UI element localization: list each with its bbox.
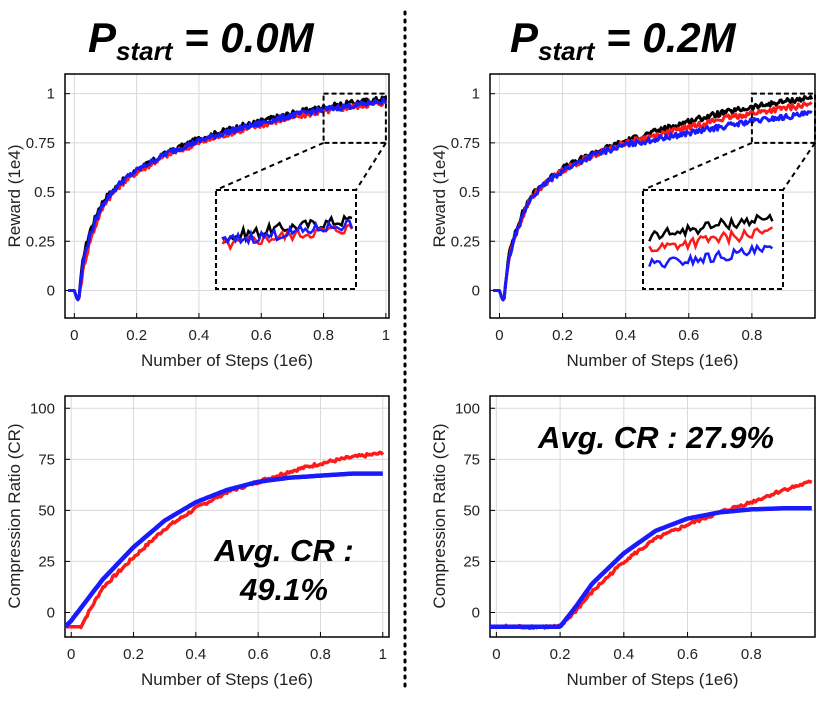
reward-chart-left: 0 0.2 0.4 0.6 0.8 1 0 0.25 0.5 0.75 1 Number of Ste… <box>5 73 390 370</box>
cr-chart-left: 0 0.2 0.4 0.6 0.8 1 0 25 50 75 100 Number of Steps … <box>5 395 390 689</box>
x-axis-label: Number of Steps (1e6) <box>141 670 313 689</box>
plot-frame <box>64 73 390 319</box>
inset-connector-right <box>782 142 816 191</box>
plot-area <box>492 94 814 302</box>
x-tick-label: 0.6 <box>251 327 272 344</box>
x-tick-label: 0.4 <box>613 646 634 663</box>
series-line-red <box>490 479 813 631</box>
x-tick-label: 0.2 <box>126 327 147 344</box>
cr-chart-right: 0 0.2 0.4 0.6 0.8 0 25 50 75 100 Number of Steps (… <box>430 395 816 689</box>
y-tick-label: 75 <box>38 451 55 468</box>
avg-cr-annotation-right: Avg. CR : 27.9% <box>537 420 774 455</box>
plot-frame <box>489 73 816 319</box>
inset-series-line-blue <box>648 243 774 269</box>
series-line-blue <box>492 110 813 302</box>
y-axis-label: Compression Ratio (CR) <box>5 423 24 608</box>
y-tick-label: 100 <box>455 400 480 417</box>
y-tick-label: 50 <box>463 502 480 519</box>
reward-chart-right: 0 0.2 0.4 0.6 0.8 0 0.25 0.5 0.75 1 Number of Step… <box>430 73 816 370</box>
y-tick-label: 25 <box>38 553 55 570</box>
inset-source-box <box>750 92 816 144</box>
y-tick-label: 0.5 <box>34 184 55 201</box>
inset-series-line-red <box>648 226 774 253</box>
x-tick-label: 0.4 <box>615 327 636 344</box>
inset-connector-left <box>215 141 324 191</box>
inset-box <box>215 189 357 290</box>
y-axis-label: Compression Ratio (CR) <box>430 423 449 608</box>
x-tick-label: 0.8 <box>741 646 762 663</box>
inset-box <box>642 189 784 290</box>
inset-series-line-black <box>648 212 774 242</box>
y-tick-label: 0 <box>472 282 480 299</box>
inset-series-line-black <box>221 213 353 244</box>
y-tick-label: 0.75 <box>451 135 480 152</box>
y-tick-label: 25 <box>463 553 480 570</box>
x-tick-label: 1 <box>379 646 387 663</box>
x-tick-label: 0.6 <box>677 646 698 663</box>
plot-frame <box>64 395 390 638</box>
panel-title-right: Pstart = 0.2M <box>510 14 737 66</box>
x-tick-label: 0 <box>495 327 503 344</box>
x-tick-label: 0.8 <box>741 327 762 344</box>
x-tick-label: 0.4 <box>189 327 210 344</box>
inset-connector-right <box>355 142 387 191</box>
plot-area <box>67 95 388 302</box>
x-tick-label: 0.4 <box>185 646 206 663</box>
x-tick-label: 0 <box>67 646 75 663</box>
y-axis-label: Reward (1e4) <box>430 145 449 248</box>
y-tick-label: 0.75 <box>26 135 55 152</box>
panel-title-left: Pstart = 0.0M <box>88 14 315 66</box>
y-tick-label: 0 <box>47 604 55 621</box>
x-axis-label: Number of Steps (1e6) <box>567 670 739 689</box>
inset-series-line-blue <box>221 218 354 246</box>
x-tick-label: 0.2 <box>552 327 573 344</box>
y-tick-label: 0 <box>472 604 480 621</box>
x-axis-label: Number of Steps (1e6) <box>567 351 739 370</box>
x-tick-label: 0.6 <box>248 646 269 663</box>
series-line-blue <box>490 506 813 630</box>
y-tick-label: 1 <box>47 86 55 103</box>
plot-area <box>65 450 385 630</box>
plot-frame <box>489 395 816 638</box>
x-axis-label: Number of Steps (1e6) <box>141 351 313 370</box>
x-tick-label: 1 <box>382 327 390 344</box>
y-tick-label: 100 <box>30 400 55 417</box>
x-tick-label: 0.2 <box>550 646 571 663</box>
y-tick-label: 75 <box>463 451 480 468</box>
x-tick-label: 0 <box>492 646 500 663</box>
plot-area <box>490 479 813 631</box>
y-tick-label: 0 <box>47 282 55 299</box>
x-tick-label: 0 <box>70 327 78 344</box>
x-tick-label: 0.2 <box>123 646 144 663</box>
x-tick-label: 0.8 <box>310 646 331 663</box>
x-tick-label: 0.6 <box>678 327 699 344</box>
x-tick-label: 0.8 <box>313 327 334 344</box>
y-tick-label: 50 <box>38 502 55 519</box>
series-line-blue <box>67 97 388 302</box>
avg-cr-annotation-left-line2: 49.1% <box>239 572 328 607</box>
y-tick-label: 0.25 <box>451 233 480 250</box>
y-tick-label: 1 <box>472 86 480 103</box>
y-axis-label: Reward (1e4) <box>5 145 24 248</box>
y-tick-label: 0.5 <box>459 184 480 201</box>
inset-connector-left <box>642 141 753 191</box>
series-line-blue <box>65 471 384 629</box>
avg-cr-annotation-left-line1: Avg. CR : <box>213 533 354 568</box>
y-tick-label: 0.25 <box>26 233 55 250</box>
